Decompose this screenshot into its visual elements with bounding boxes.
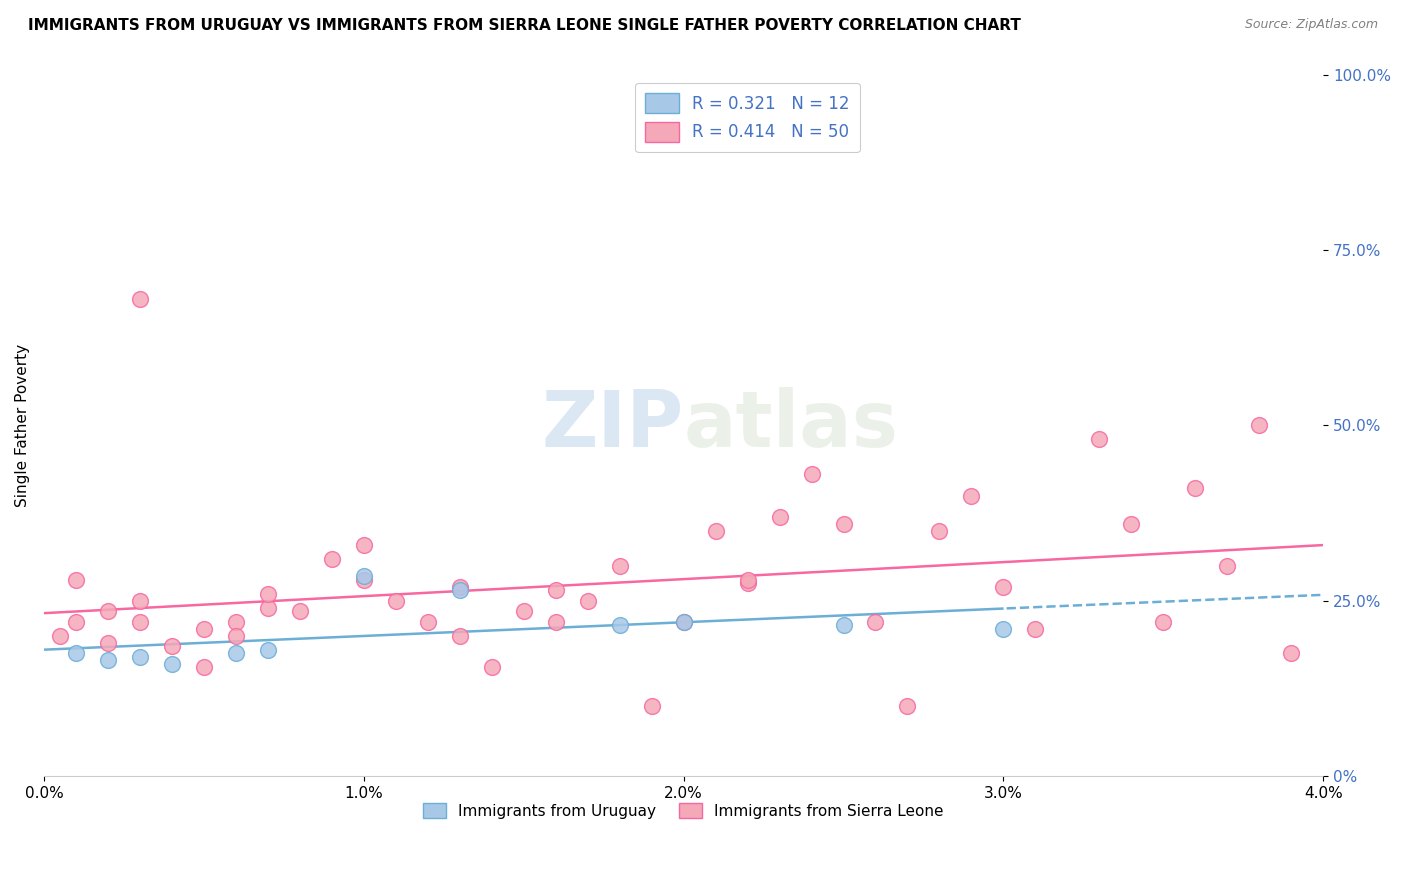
Point xyxy=(65,615,87,629)
Point xyxy=(225,646,247,660)
Point xyxy=(416,615,439,629)
Point xyxy=(193,660,215,674)
Point xyxy=(544,583,567,598)
Point xyxy=(481,660,503,674)
Point xyxy=(1088,433,1111,447)
Y-axis label: Single Father Poverty: Single Father Poverty xyxy=(15,343,30,507)
Point xyxy=(832,618,855,632)
Point xyxy=(384,593,406,607)
Point xyxy=(97,604,120,618)
Point xyxy=(225,615,247,629)
Point xyxy=(1024,622,1046,636)
Point xyxy=(609,558,631,573)
Text: ZIP: ZIP xyxy=(541,387,683,463)
Point xyxy=(256,643,278,657)
Point xyxy=(321,551,343,566)
Point xyxy=(65,573,87,587)
Point xyxy=(896,698,918,713)
Point xyxy=(128,593,150,607)
Point xyxy=(193,622,215,636)
Point xyxy=(576,593,599,607)
Point xyxy=(49,629,72,643)
Point xyxy=(672,615,695,629)
Point xyxy=(353,538,375,552)
Text: IMMIGRANTS FROM URUGUAY VS IMMIGRANTS FROM SIERRA LEONE SINGLE FATHER POVERTY CO: IMMIGRANTS FROM URUGUAY VS IMMIGRANTS FR… xyxy=(28,18,1021,33)
Point xyxy=(97,636,120,650)
Point xyxy=(353,573,375,587)
Point xyxy=(800,467,823,482)
Point xyxy=(225,629,247,643)
Point xyxy=(449,583,471,598)
Point xyxy=(288,604,311,618)
Point xyxy=(449,580,471,594)
Text: atlas: atlas xyxy=(683,387,898,463)
Point xyxy=(65,646,87,660)
Point xyxy=(737,576,759,591)
Point xyxy=(160,657,183,671)
Point xyxy=(128,615,150,629)
Point xyxy=(768,509,790,524)
Point xyxy=(832,516,855,531)
Point xyxy=(512,604,534,618)
Point xyxy=(1249,418,1271,433)
Legend: Immigrants from Uruguay, Immigrants from Sierra Leone: Immigrants from Uruguay, Immigrants from… xyxy=(418,797,950,825)
Point xyxy=(128,649,150,664)
Point xyxy=(704,524,727,538)
Point xyxy=(449,629,471,643)
Point xyxy=(737,573,759,587)
Point xyxy=(1184,482,1206,496)
Text: Source: ZipAtlas.com: Source: ZipAtlas.com xyxy=(1244,18,1378,31)
Point xyxy=(128,292,150,306)
Point xyxy=(1216,558,1239,573)
Point xyxy=(1152,615,1174,629)
Point xyxy=(1279,646,1302,660)
Point xyxy=(960,489,983,503)
Point xyxy=(353,569,375,583)
Point xyxy=(672,615,695,629)
Point xyxy=(256,587,278,601)
Point xyxy=(609,618,631,632)
Point xyxy=(544,615,567,629)
Point xyxy=(993,580,1015,594)
Point xyxy=(640,698,662,713)
Point xyxy=(160,640,183,654)
Point xyxy=(993,622,1015,636)
Point xyxy=(928,524,950,538)
Point xyxy=(256,600,278,615)
Point xyxy=(865,615,887,629)
Point xyxy=(97,653,120,667)
Point xyxy=(1121,516,1143,531)
